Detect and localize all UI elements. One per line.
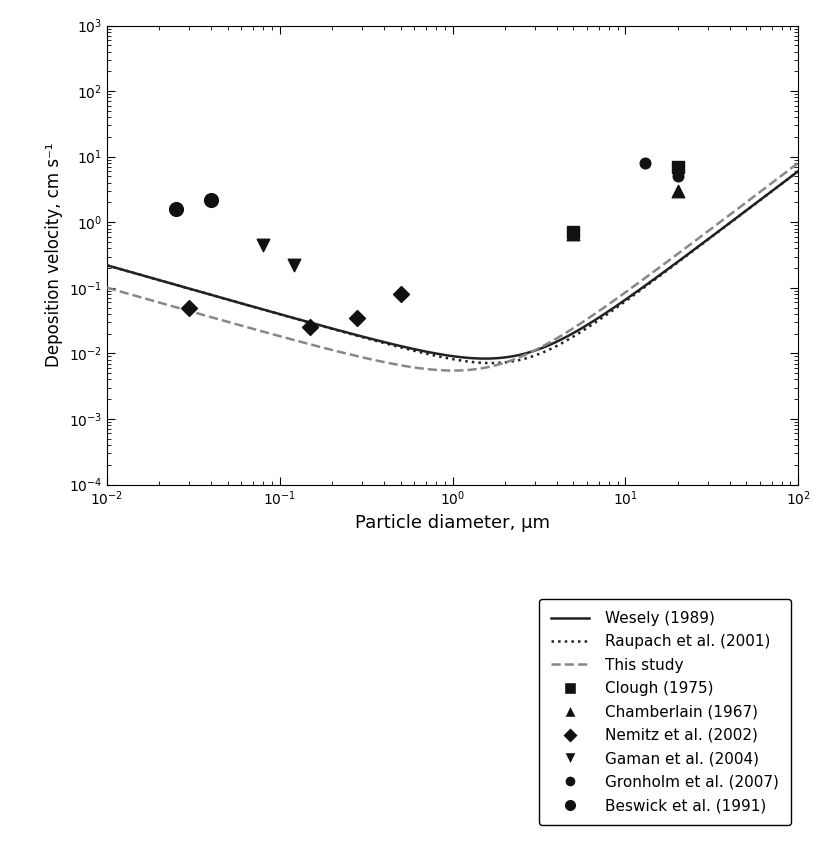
Point bbox=[304, 320, 317, 334]
Point bbox=[257, 238, 270, 252]
Point bbox=[394, 287, 407, 301]
Point bbox=[671, 170, 684, 184]
Point bbox=[170, 202, 183, 216]
X-axis label: Particle diameter, μm: Particle diameter, μm bbox=[356, 513, 550, 531]
Y-axis label: Deposition velocity, cm s⁻¹: Deposition velocity, cm s⁻¹ bbox=[45, 143, 63, 367]
Point bbox=[671, 184, 684, 198]
Point bbox=[204, 193, 217, 207]
Point bbox=[567, 228, 580, 241]
Point bbox=[567, 225, 580, 239]
Point bbox=[351, 311, 364, 325]
Point bbox=[671, 160, 684, 173]
Legend: Wesely (1989), Raupach et al. (2001), This study, Clough (1975), Chamberlain (19: Wesely (1989), Raupach et al. (2001), Th… bbox=[539, 598, 791, 825]
Point bbox=[183, 301, 196, 314]
Point bbox=[287, 258, 300, 272]
Point bbox=[639, 156, 652, 170]
